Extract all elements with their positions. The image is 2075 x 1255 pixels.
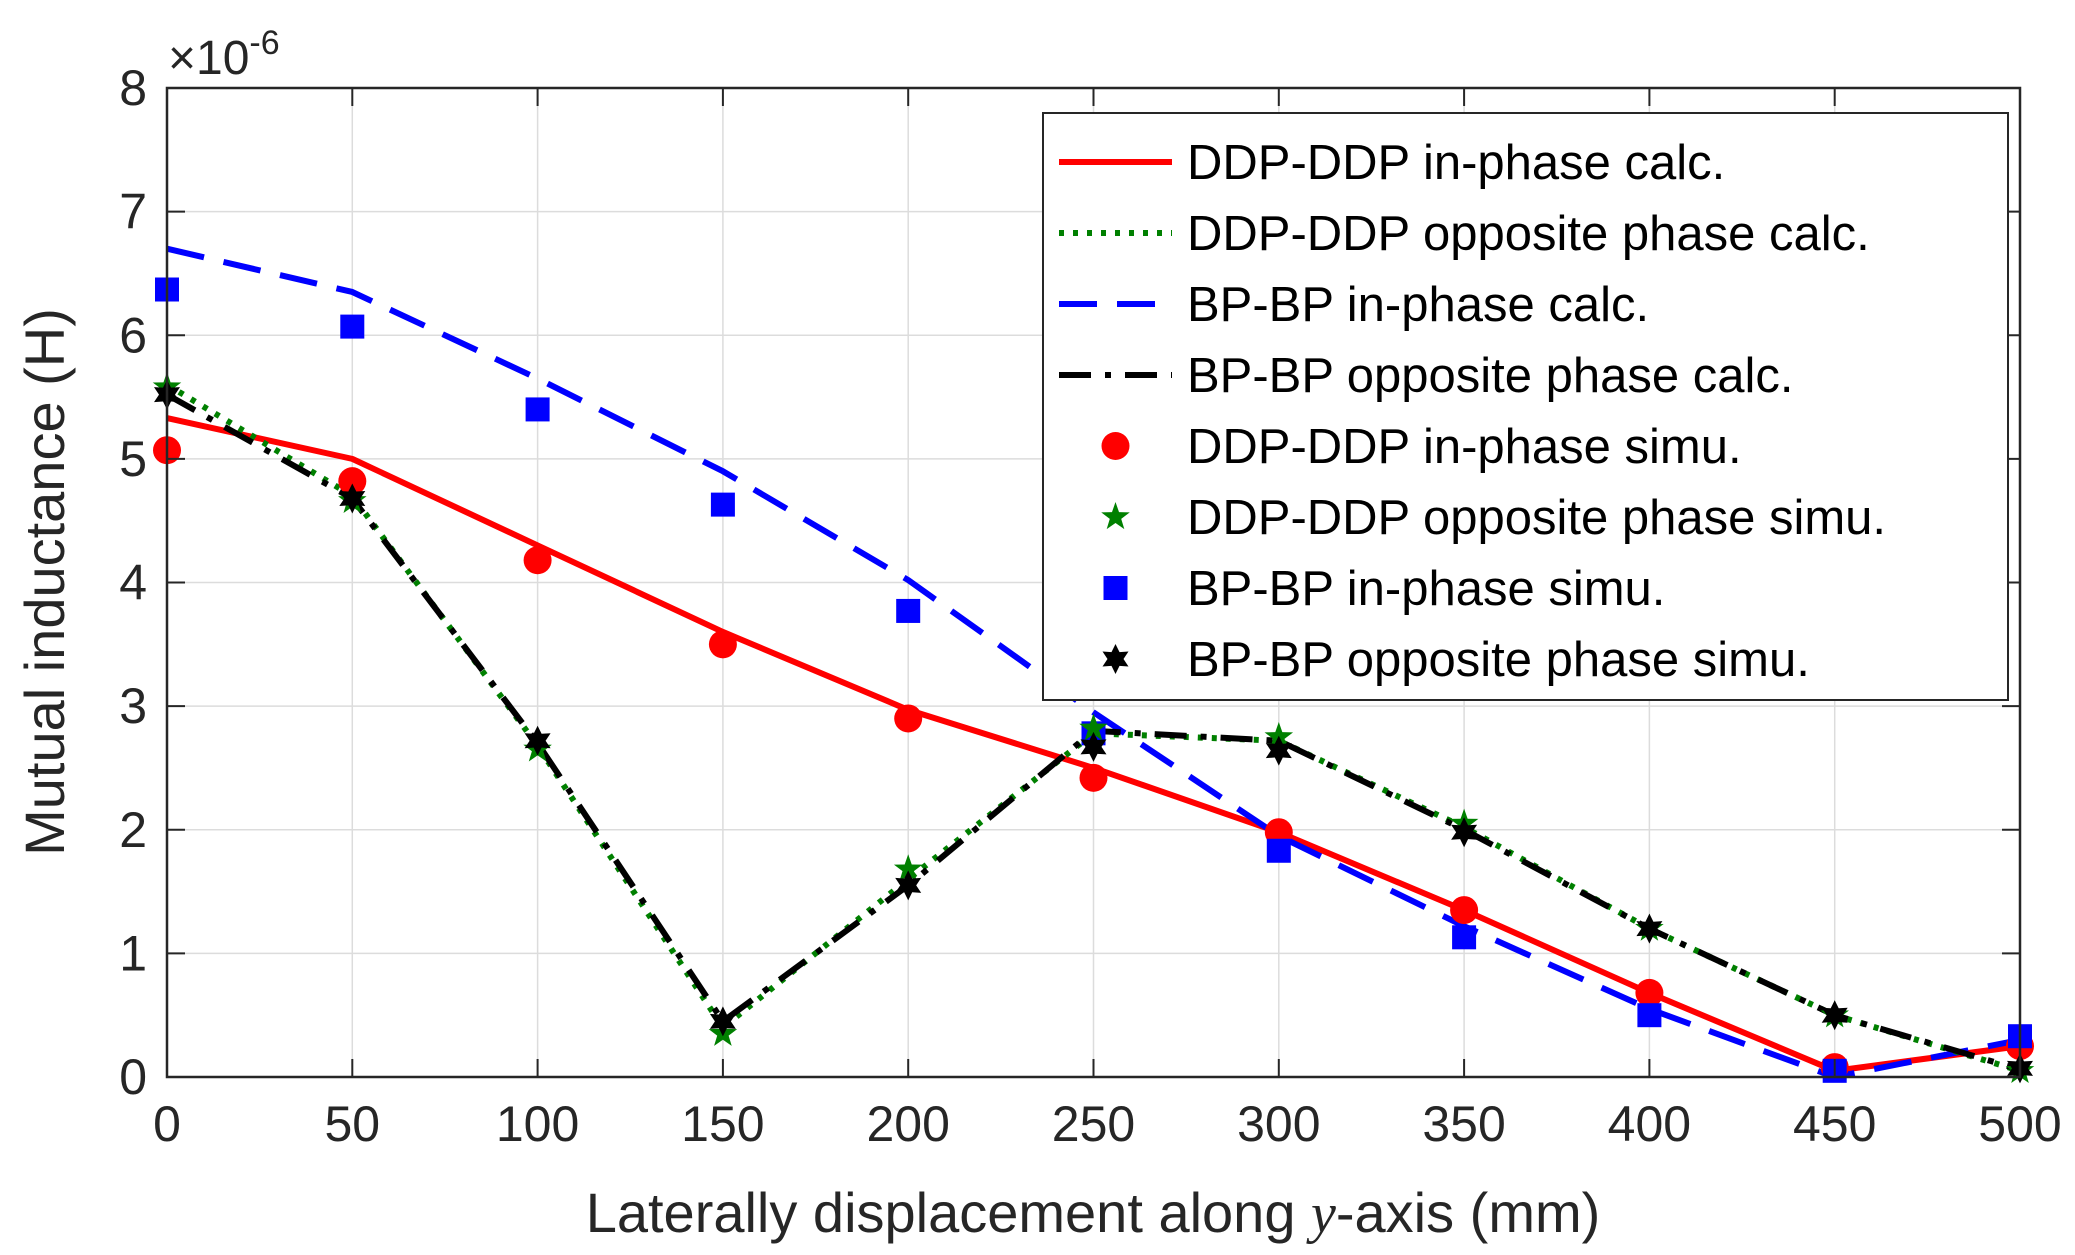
y-tick-label: 8 <box>119 60 147 116</box>
x-tick-label: 100 <box>496 1096 579 1152</box>
x-tick-label: 350 <box>1422 1096 1505 1152</box>
data-point <box>1452 925 1477 950</box>
x-axis-title-var: y <box>1306 1183 1336 1245</box>
data-point <box>894 704 923 733</box>
y-tick-label: 4 <box>119 555 147 611</box>
legend-swatch <box>1102 644 1129 674</box>
series-line <box>166 245 2021 1080</box>
data-point <box>895 870 922 901</box>
data-point <box>710 492 735 517</box>
x-tick-label: 500 <box>1978 1096 2061 1152</box>
data-point <box>340 314 365 339</box>
y-axis-title: Mutual inductance (H) <box>13 308 76 856</box>
x-tick-label: 450 <box>1793 1096 1876 1152</box>
x-tick-label: 250 <box>1052 1096 1135 1152</box>
data-point <box>1264 722 1294 750</box>
data-point <box>1451 817 1478 848</box>
legend-item-6: DDP-DDP opposite phase simu. <box>1101 491 1886 545</box>
data-point <box>1079 763 1108 792</box>
data-point <box>525 397 550 422</box>
data-point <box>1265 735 1292 766</box>
y-tick-label: 6 <box>119 307 147 363</box>
x-tick-label: 400 <box>1608 1096 1691 1152</box>
legend-item-7: BP-BP in-phase simu. <box>1103 562 1665 616</box>
data-point <box>1450 896 1479 925</box>
legend-item-4: BP-BP opposite phase calc. <box>1059 349 1794 403</box>
data-point <box>1266 838 1291 863</box>
data-point <box>1635 978 1664 1007</box>
y-tick-label: 2 <box>119 802 147 858</box>
y-exponent-base: ×10 <box>168 32 249 85</box>
legend-box <box>1042 112 2009 701</box>
legend-label: BP-BP in-phase calc. <box>1187 278 1649 332</box>
data-point <box>1080 731 1107 762</box>
legend-item-2: DDP-DDP opposite phase calc. <box>1059 207 1870 261</box>
legend-label: DDP-DDP in-phase simu. <box>1187 420 1742 474</box>
data-point <box>709 1006 736 1037</box>
x-tick-label: 150 <box>681 1096 764 1152</box>
data-point <box>1636 913 1663 944</box>
legend-swatch <box>1103 576 1128 600</box>
series-3 <box>166 245 2021 1080</box>
x-axis-title: Laterally displacement along y-axis (mm) <box>586 1181 1601 1245</box>
legend-label: BP-BP opposite phase calc. <box>1187 349 1794 403</box>
legend-item-5: DDP-DDP in-phase simu. <box>1101 420 1742 474</box>
y-tick-label: 0 <box>119 1049 147 1105</box>
legend-label: BP-BP opposite phase simu. <box>1187 633 1810 687</box>
x-tick-label: 300 <box>1237 1096 1320 1152</box>
data-point <box>893 854 923 882</box>
data-point <box>896 598 921 623</box>
x-axis-title-tail: -axis (mm) <box>1336 1181 1600 1244</box>
data-point <box>1821 1000 1848 1031</box>
legend-label: DDP-DDP opposite phase calc. <box>1187 207 1870 261</box>
legend-item-3: BP-BP in-phase calc. <box>1059 278 1649 332</box>
data-point <box>1637 1003 1662 1028</box>
x-tick-label: 200 <box>866 1096 949 1152</box>
series-7 <box>155 277 2032 1083</box>
y-tick-label: 5 <box>119 431 147 487</box>
y-tick-label: 3 <box>119 678 147 734</box>
data-point <box>708 630 737 659</box>
y-tick-label: 7 <box>119 184 147 240</box>
data-point <box>523 546 552 575</box>
data-point <box>1079 713 1108 741</box>
legend-label: DDP-DDP opposite phase simu. <box>1187 491 1886 545</box>
x-tick-label: 0 <box>153 1096 181 1152</box>
legend-item-1: DDP-DDP in-phase calc. <box>1059 136 1725 190</box>
legend-swatch <box>1101 432 1130 460</box>
legend: DDP-DDP in-phase calc. DDP-DDP opposite p… <box>1042 112 2009 701</box>
x-axis-title-main: Laterally displacement along <box>586 1181 1311 1244</box>
data-point <box>339 483 366 514</box>
data-point <box>338 467 367 496</box>
ticks <box>166 87 2021 1078</box>
x-tick-label: 50 <box>324 1096 380 1152</box>
tick-labels: 0 50 100 150 200 250 300 350 400 450 500 0 1 2 3 4 5 6 7 8 <box>119 60 2062 1152</box>
legend-label: DDP-DDP in-phase calc. <box>1187 136 1725 190</box>
y-exponent-power: -6 <box>249 24 279 62</box>
y-exponent: ×10-6 <box>168 24 280 85</box>
y-tick-label: 1 <box>119 925 147 981</box>
legend-item-8: BP-BP opposite phase simu. <box>1102 633 1810 687</box>
legend-label: BP-BP in-phase simu. <box>1187 562 1665 616</box>
data-point <box>524 725 551 756</box>
legend-swatch <box>1101 502 1130 530</box>
